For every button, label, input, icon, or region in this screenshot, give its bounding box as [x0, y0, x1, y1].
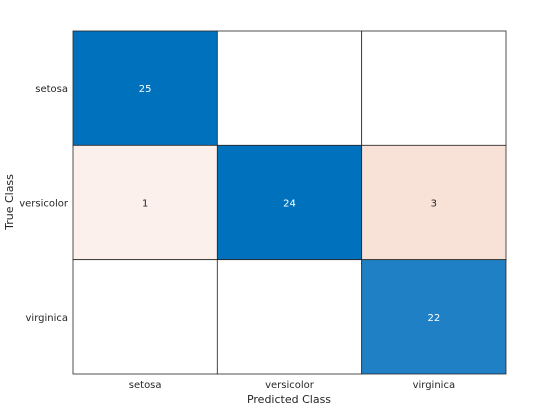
cell-value-versicolor-versicolor: 24 [283, 199, 296, 210]
heatmap-cell-virginica-setosa [72, 259, 218, 375]
cell-value-versicolor-virginica: 3 [431, 199, 437, 210]
x-tick-label-versicolor: versicolor [265, 380, 315, 391]
x-tick-label-virginica: virginica [413, 380, 456, 391]
cell-value-virginica-virginica: 22 [427, 313, 440, 324]
x-axis-label: Predicted Class [247, 393, 331, 406]
heatmap-cell-versicolor-setosa [72, 144, 218, 261]
cell-value-versicolor-setosa: 1 [142, 199, 148, 210]
heatmap-cells [72, 30, 507, 375]
heatmap-cell-labels: 25 1 24 3 22 [139, 84, 440, 324]
y-tick-labels: setosa versicolor virginica [19, 84, 69, 324]
y-tick-label-setosa: setosa [35, 84, 68, 95]
y-tick-label-virginica: virginica [26, 313, 69, 324]
heatmap-cell-virginica-virginica [361, 259, 507, 375]
heatmap-cell-virginica-versicolor [216, 259, 363, 375]
x-tick-labels: setosa versicolor virginica [129, 380, 455, 391]
heatmap-cell-versicolor-virginica [361, 144, 507, 261]
y-axis-label: True Class [3, 174, 16, 231]
heatmap-cell-versicolor-versicolor [216, 144, 363, 261]
cell-value-setosa-setosa: 25 [139, 84, 152, 95]
x-tick-label-setosa: setosa [129, 380, 162, 391]
y-tick-label-versicolor: versicolor [19, 199, 69, 210]
heatmap-cell-setosa-versicolor [216, 30, 363, 146]
heatmap-cell-setosa-virginica [361, 30, 507, 146]
heatmap-cell-setosa-setosa [72, 30, 218, 146]
